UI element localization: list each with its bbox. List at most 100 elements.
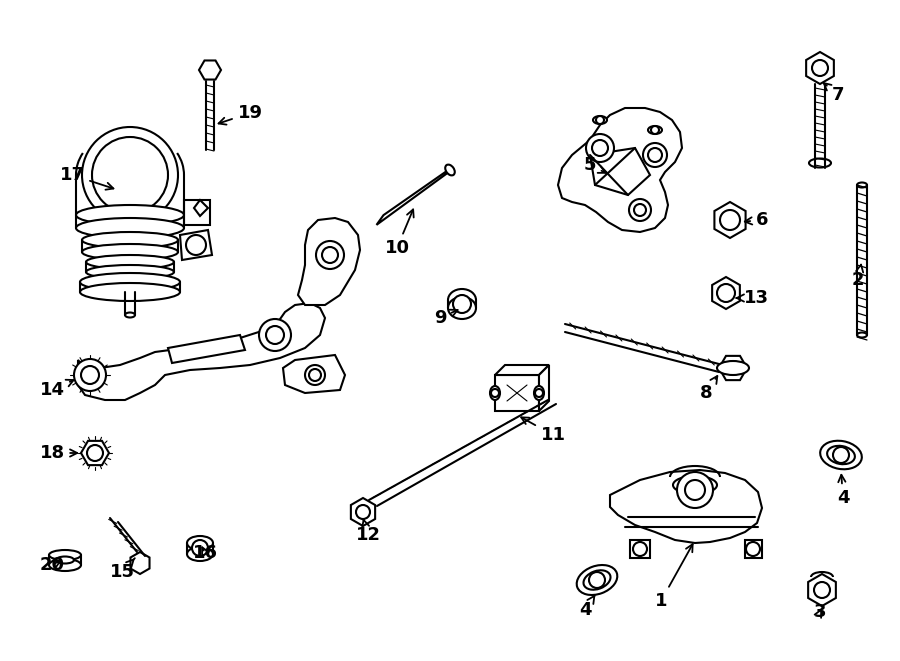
Ellipse shape <box>56 557 74 563</box>
Text: 4: 4 <box>837 475 850 507</box>
Text: 7: 7 <box>824 83 844 104</box>
Polygon shape <box>539 365 549 411</box>
Polygon shape <box>376 167 452 225</box>
Ellipse shape <box>86 265 174 279</box>
Circle shape <box>322 247 338 263</box>
Polygon shape <box>590 148 650 195</box>
Circle shape <box>651 126 659 134</box>
Ellipse shape <box>490 386 500 400</box>
Ellipse shape <box>717 361 749 375</box>
Polygon shape <box>808 574 836 606</box>
Polygon shape <box>712 277 740 309</box>
Ellipse shape <box>49 550 81 560</box>
Text: 19: 19 <box>219 104 263 125</box>
Circle shape <box>643 143 667 167</box>
Circle shape <box>717 284 735 302</box>
Polygon shape <box>180 230 212 260</box>
Text: 1: 1 <box>655 544 693 610</box>
Ellipse shape <box>49 559 81 571</box>
Ellipse shape <box>827 446 855 464</box>
Ellipse shape <box>82 244 178 260</box>
Polygon shape <box>495 375 539 411</box>
Ellipse shape <box>187 547 213 561</box>
Ellipse shape <box>80 283 180 301</box>
Circle shape <box>92 137 168 213</box>
Circle shape <box>81 366 99 384</box>
Text: 17: 17 <box>59 166 113 190</box>
Polygon shape <box>351 498 375 526</box>
Ellipse shape <box>446 165 454 175</box>
Polygon shape <box>610 470 762 543</box>
Polygon shape <box>298 218 360 305</box>
Text: 12: 12 <box>356 520 381 544</box>
Circle shape <box>629 199 651 221</box>
Polygon shape <box>719 356 747 380</box>
Text: 2: 2 <box>851 264 864 289</box>
Ellipse shape <box>577 565 617 595</box>
Text: 13: 13 <box>737 289 769 307</box>
Text: 14: 14 <box>40 380 74 399</box>
Circle shape <box>596 116 604 124</box>
Ellipse shape <box>448 289 476 311</box>
Circle shape <box>74 359 106 391</box>
Circle shape <box>634 204 646 216</box>
Text: 6: 6 <box>745 211 769 229</box>
Ellipse shape <box>857 332 867 338</box>
Text: 3: 3 <box>814 603 826 621</box>
Polygon shape <box>194 200 208 216</box>
Polygon shape <box>199 60 221 79</box>
Polygon shape <box>283 355 345 393</box>
Circle shape <box>535 389 543 397</box>
Circle shape <box>259 319 291 351</box>
Polygon shape <box>78 303 325 400</box>
Circle shape <box>677 472 713 508</box>
Ellipse shape <box>857 182 867 188</box>
Circle shape <box>82 127 178 223</box>
Text: 15: 15 <box>110 558 135 581</box>
Polygon shape <box>630 540 650 558</box>
Text: 5: 5 <box>584 156 606 174</box>
Ellipse shape <box>82 232 178 248</box>
Circle shape <box>356 505 370 519</box>
Ellipse shape <box>583 570 610 590</box>
Circle shape <box>453 295 471 313</box>
Ellipse shape <box>673 476 717 494</box>
Circle shape <box>592 140 608 156</box>
Text: 10: 10 <box>384 210 414 257</box>
Text: 20: 20 <box>40 556 65 574</box>
Polygon shape <box>168 335 245 363</box>
Ellipse shape <box>76 205 184 225</box>
Polygon shape <box>745 540 762 558</box>
Ellipse shape <box>820 441 862 469</box>
Circle shape <box>316 241 344 269</box>
Circle shape <box>812 60 828 76</box>
Circle shape <box>720 210 740 230</box>
Polygon shape <box>130 552 149 574</box>
Circle shape <box>192 540 208 556</box>
Circle shape <box>309 369 321 381</box>
Ellipse shape <box>534 386 544 400</box>
Circle shape <box>746 542 760 556</box>
Text: 16: 16 <box>193 544 218 562</box>
Circle shape <box>633 542 647 556</box>
Text: 4: 4 <box>579 596 595 619</box>
Circle shape <box>833 447 849 463</box>
Ellipse shape <box>125 313 135 317</box>
Circle shape <box>186 235 206 255</box>
Circle shape <box>685 480 705 500</box>
Circle shape <box>87 445 103 461</box>
Circle shape <box>305 365 325 385</box>
Circle shape <box>648 148 662 162</box>
Polygon shape <box>495 365 549 375</box>
Ellipse shape <box>448 297 476 319</box>
Polygon shape <box>806 52 834 84</box>
Ellipse shape <box>80 273 180 291</box>
Ellipse shape <box>187 536 213 550</box>
Ellipse shape <box>809 159 831 167</box>
Polygon shape <box>81 441 109 465</box>
Circle shape <box>589 572 605 588</box>
Ellipse shape <box>76 218 184 238</box>
Text: 9: 9 <box>434 309 457 327</box>
Text: 8: 8 <box>699 376 717 402</box>
Circle shape <box>266 326 284 344</box>
